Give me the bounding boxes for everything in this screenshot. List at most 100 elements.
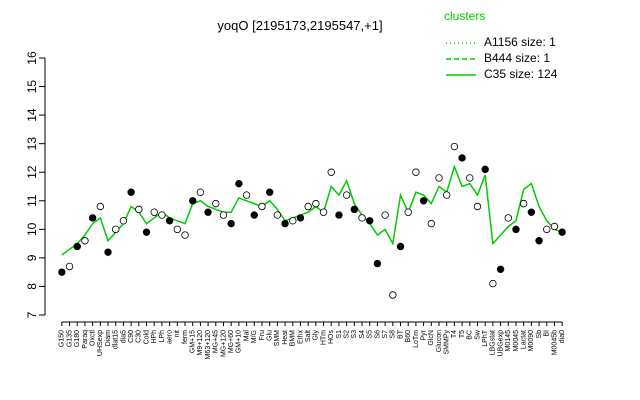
marker [304, 202, 312, 211]
marker [442, 191, 451, 199]
marker [512, 225, 520, 234]
x-tick-label: MG+45 [213, 330, 220, 353]
marker [419, 197, 428, 205]
x-tick-label: HPh [151, 330, 158, 344]
marker [404, 208, 412, 216]
x-tick-label: Lactat [521, 330, 528, 349]
marker [458, 154, 466, 162]
x-tick-label: Ethx [297, 330, 304, 345]
marker [73, 242, 81, 251]
x-tick-label: LPh [159, 330, 166, 343]
x-tick-label: S7 [382, 330, 389, 339]
marker [88, 214, 97, 222]
marker [212, 199, 220, 208]
x-tick-label: HTm [320, 330, 327, 345]
x-tick-label: G135 [66, 330, 73, 347]
marker [373, 259, 382, 268]
x-tick-label: S4 [359, 330, 366, 339]
y-tick-label: 12 [25, 165, 39, 179]
x-tick-label: C30 [136, 330, 143, 343]
x-tick-label: T5 [459, 330, 466, 338]
y-tick-label: 14 [25, 108, 39, 122]
x-tick-label: T4 [451, 330, 458, 338]
x-tick-label: Fru [259, 330, 266, 341]
x-tick-label: LBGstat [490, 330, 497, 355]
x-tick-label: SMM [274, 330, 281, 347]
x-tick-label: Glu [267, 330, 274, 341]
marker [104, 248, 112, 256]
x-tick-label: MG+120 [220, 330, 227, 357]
x-tick-label: G180 [74, 330, 81, 347]
marker [481, 165, 489, 174]
x-tick-label: G150 [59, 330, 66, 347]
marker [265, 188, 274, 196]
marker [342, 191, 351, 199]
x-tick-label: S3 [351, 330, 358, 339]
x-tick-label: Paraq [82, 330, 89, 349]
marker [204, 208, 212, 216]
x-tick-label: Diam [105, 330, 112, 347]
marker [235, 179, 243, 188]
x-tick-label: SMMPy [444, 330, 451, 355]
x-tick-label: BMM [290, 330, 297, 347]
marker [489, 279, 497, 288]
marker [543, 225, 551, 234]
x-tick-label: Cold [143, 330, 150, 345]
marker [496, 265, 505, 274]
marker [435, 174, 443, 182]
marker [327, 168, 335, 176]
x-tick-label: Pyr [420, 329, 427, 340]
x-tick-label: M63+120 [205, 330, 212, 359]
x-tick-label: M0045 [513, 330, 520, 352]
x-tick-label: BC [467, 330, 474, 340]
marker [142, 228, 151, 236]
y-tick-label: 9 [25, 254, 39, 261]
x-tick-label: Glucon [436, 330, 443, 352]
x-tick-label: M0045b [551, 330, 558, 355]
y-tick-label: 11 [25, 194, 39, 207]
x-tick-label: M0145 [505, 330, 512, 352]
marker [96, 202, 105, 211]
x-tick-label: M/G [251, 330, 258, 343]
x-tick-label: MG+60 [228, 330, 235, 353]
marker [366, 217, 374, 225]
x-tick-label: Mal [243, 330, 250, 342]
legend-label: B444 size: 1 [484, 51, 550, 65]
marker [466, 174, 474, 182]
marker [219, 211, 228, 219]
marker [227, 219, 235, 228]
marker [242, 191, 251, 199]
y-tick-label: 10 [25, 222, 39, 236]
marker [289, 217, 297, 225]
marker [196, 188, 205, 196]
marker [173, 225, 182, 234]
legend-title: clusters [444, 9, 485, 23]
x-tick-label: ferm [182, 330, 189, 344]
x-tick-label: BI [544, 330, 551, 337]
x-tick-label: LPhT [482, 329, 489, 346]
x-tick-label: Heat [282, 330, 289, 345]
marker [296, 214, 305, 222]
x-tick-label: BT [397, 329, 404, 339]
marker [250, 211, 258, 219]
marker [389, 291, 397, 299]
legend-label: A1156 size: 1 [484, 35, 556, 49]
x-tick-label: S5 [367, 330, 374, 339]
marker [158, 211, 166, 219]
x-tick-label: UHSexp [97, 330, 104, 356]
chart-title: yoqO [2195173,2195547,+1] [217, 18, 382, 33]
marker [281, 219, 289, 228]
x-tick-label: nit [174, 330, 181, 337]
y-tick-label: 7 [25, 311, 39, 318]
marker [273, 211, 282, 219]
marker [558, 228, 566, 236]
y-tick-label: 15 [25, 80, 39, 94]
marker [165, 217, 174, 225]
marker [135, 205, 143, 214]
y-tick-label: 8 [25, 283, 39, 290]
y-tick-label: 16 [25, 51, 39, 65]
marker [58, 268, 66, 276]
marker [504, 214, 512, 222]
x-tick-label: UBGexp [497, 330, 504, 357]
